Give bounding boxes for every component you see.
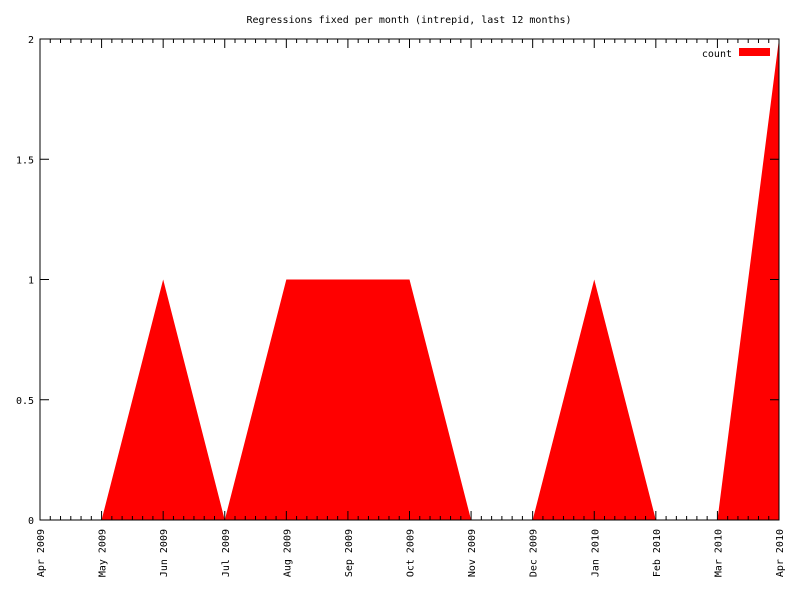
x-tick-label: Dec 2009	[529, 529, 540, 577]
y-tick-label: 0	[28, 516, 34, 527]
legend: count	[702, 48, 770, 60]
x-tick-label: Mar 2010	[713, 529, 724, 577]
x-tick-label: Feb 2010	[652, 529, 663, 577]
x-tick-label: Jan 2010	[590, 529, 601, 577]
x-tick-label: Jul 2009	[221, 529, 232, 577]
y-tick-label: 0.5	[16, 396, 34, 407]
x-tick-label: May 2009	[98, 529, 109, 577]
x-tick-label: Jun 2009	[159, 529, 170, 577]
x-tick-label: Apr 2010	[775, 529, 786, 577]
x-tick-label: Sep 2009	[344, 529, 355, 577]
y-tick-label: 1.5	[16, 155, 34, 166]
x-tick-label: Apr 2009	[36, 529, 47, 577]
x-tick-label: Oct 2009	[406, 529, 417, 577]
chart-title: Regressions fixed per month (intrepid, l…	[246, 15, 571, 26]
y-tick-label: 2	[28, 35, 34, 46]
plot-frame	[39, 38, 780, 521]
x-tick-label: Nov 2009	[467, 529, 478, 577]
x-tick-label: Aug 2009	[282, 529, 293, 577]
y-tick-label: 1	[28, 276, 34, 287]
legend-swatch	[739, 48, 770, 56]
legend-label: count	[702, 49, 732, 60]
